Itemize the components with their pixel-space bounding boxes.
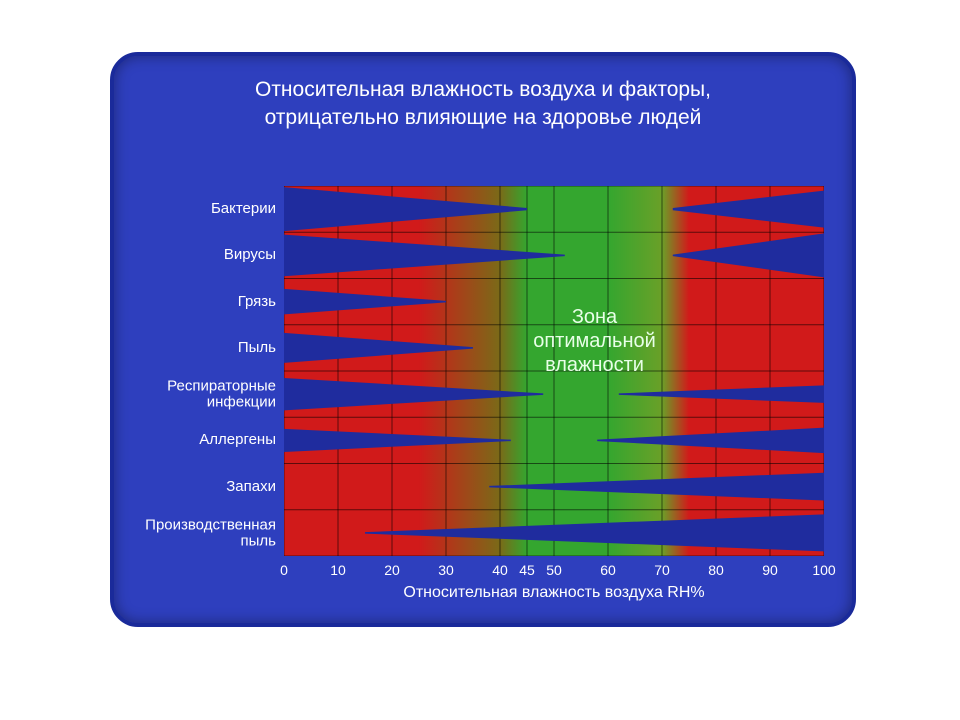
y-axis-label: Запахи — [226, 479, 284, 495]
y-axis-label: Грязь — [238, 294, 284, 310]
y-axis-label: Вирусы — [224, 248, 284, 264]
chart-svg: Зонаоптимальнойвлажности — [284, 186, 824, 556]
title-line-1: Относительная влажность воздуха и фактор… — [255, 78, 711, 101]
y-axis-label: Респираторныеинфекции — [167, 378, 284, 410]
y-axis-label: Бактерии — [211, 201, 284, 217]
chart-panel: Относительная влажность воздуха и фактор… — [110, 52, 856, 627]
y-axis-label: Аллергены — [199, 433, 284, 449]
plot-area: Зонаоптимальнойвлажности БактерииВирусыГ… — [284, 186, 824, 556]
x-axis-title: Относительная влажность воздуха RH% — [284, 556, 824, 602]
y-axis-label: Производственнаяпыль — [145, 517, 284, 549]
svg-text:оптимальной: оптимальной — [533, 330, 656, 352]
title-line-2: отрицательно влияющие на здоровье людей — [265, 106, 702, 129]
chart-title: Относительная влажность воздуха и фактор… — [114, 56, 852, 141]
svg-text:Зона: Зона — [572, 306, 618, 328]
y-axis-label: Пыль — [238, 340, 284, 356]
svg-text:влажности: влажности — [545, 354, 644, 376]
